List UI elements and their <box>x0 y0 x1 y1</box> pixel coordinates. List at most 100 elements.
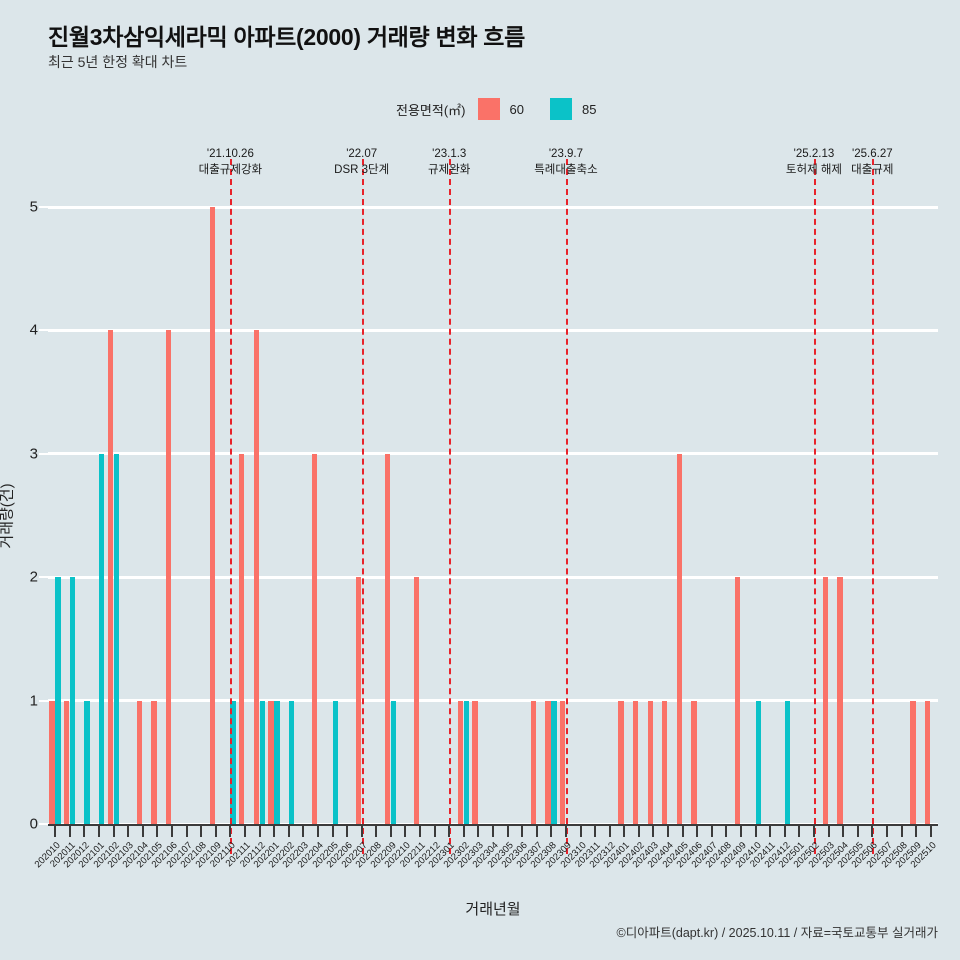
event-line <box>565 159 568 854</box>
bar <box>113 453 120 824</box>
event-label: '25.2.13 토허제 해제 <box>786 147 842 178</box>
legend-label-85: 85 <box>581 101 597 117</box>
gridline <box>48 328 938 332</box>
y-axis-title: 거래량(건) <box>0 482 16 549</box>
x-tick-mark <box>316 826 319 837</box>
x-tick-mark <box>769 826 772 837</box>
bar <box>457 700 464 824</box>
x-axis-line <box>48 824 938 826</box>
y-tick-mark <box>39 576 48 579</box>
x-tick-mark <box>550 826 553 837</box>
bar <box>49 700 55 824</box>
gridline <box>48 205 938 209</box>
bar <box>910 700 916 824</box>
event-date: '23.9.7 <box>548 148 584 160</box>
event-date: '25.2.13 <box>793 148 835 160</box>
bar <box>166 330 172 824</box>
bar <box>311 453 318 824</box>
x-tick-mark <box>915 826 918 837</box>
bar <box>924 700 931 824</box>
y-tick-label: 0 <box>29 815 38 833</box>
bar <box>691 700 697 824</box>
bar <box>63 700 70 824</box>
event-note: 특례대출축소 <box>534 163 598 176</box>
gridline <box>48 575 938 579</box>
x-tick-mark <box>185 826 188 837</box>
x-tick-mark <box>798 826 801 837</box>
event-label: '23.9.7 특례대출축소 <box>534 147 597 178</box>
bar <box>472 700 478 824</box>
x-tick-mark <box>200 826 203 837</box>
x-tick-mark <box>68 826 71 837</box>
event-line <box>230 159 233 854</box>
x-tick-mark <box>667 826 670 837</box>
event-note: DSR 3단계 <box>334 163 390 176</box>
event-date: '21.10.26 <box>206 148 254 160</box>
bar <box>676 453 683 824</box>
bar <box>136 700 143 824</box>
bar <box>238 453 245 824</box>
page-title: 진월3차삼익세라믹 아파트(2000) 거래량 변화 흐름 <box>48 24 526 50</box>
bar <box>107 330 114 824</box>
bar <box>530 700 537 824</box>
x-tick-mark <box>594 826 597 837</box>
y-tick-mark <box>39 823 48 825</box>
bar <box>55 577 61 824</box>
gridline <box>48 452 938 456</box>
bar <box>274 700 280 824</box>
x-tick-mark <box>287 826 290 837</box>
y-tick-label: 3 <box>29 445 38 463</box>
x-tick-mark <box>83 826 86 837</box>
x-tick-mark <box>900 826 903 837</box>
bar <box>268 700 274 824</box>
event-label: '23.1.3 규제완화 <box>428 147 470 178</box>
bar <box>151 700 157 824</box>
x-tick-mark <box>856 826 859 837</box>
bar <box>837 577 843 824</box>
x-tick-mark <box>54 826 57 837</box>
x-tick-mark <box>375 826 378 837</box>
bar <box>647 700 653 824</box>
event-date: '22.07 <box>346 148 378 160</box>
event-note: 대출규제강화 <box>198 163 263 176</box>
x-tick-mark <box>404 826 407 837</box>
x-tick-mark <box>433 826 436 837</box>
y-tick-label: 1 <box>29 692 38 710</box>
x-tick-mark <box>564 826 567 837</box>
x-tick-mark <box>885 826 888 837</box>
x-tick-mark <box>477 826 480 837</box>
plot-area: 거래량(건) 0 1 2 3 4 5 '21.10.26 대출규제강화 '22.07 DSR 3단… <box>0 148 938 854</box>
x-tick-mark <box>127 826 130 837</box>
x-tick-mark <box>652 826 655 837</box>
x-tick-mark <box>725 826 728 837</box>
x-tick-mark <box>827 826 830 837</box>
x-tick-mark <box>579 826 582 837</box>
bar <box>230 700 236 824</box>
x-axis: 202010 202011 202012 202101 202102 202103 2021… <box>33 824 938 944</box>
event-line <box>872 159 875 854</box>
legend-label-60: 60 <box>509 101 524 117</box>
bar <box>253 330 259 824</box>
bar <box>559 700 566 824</box>
x-tick-mark <box>462 826 465 837</box>
event-note: 규제완화 <box>428 163 471 176</box>
x-tick-mark <box>346 826 349 837</box>
x-tick-mark <box>360 826 363 837</box>
event-date: '25.6.27 <box>852 148 893 160</box>
bar <box>209 207 216 824</box>
x-tick-mark <box>273 826 276 837</box>
bar <box>390 700 397 824</box>
y-tick-label: 4 <box>29 321 38 339</box>
bar <box>84 700 90 824</box>
footer-credit: ©디아파트(dapt.kr) / 2025.10.11 / 자료=국토교통부 실… <box>616 926 939 940</box>
x-tick-mark <box>681 826 684 837</box>
x-tick-mark <box>842 826 845 837</box>
page-subtitle: 최근 5년 한정 확대 차트 <box>48 54 188 70</box>
event-label: '21.10.26 대출규제강화 <box>199 147 262 178</box>
x-tick-mark <box>740 826 743 837</box>
x-tick-mark <box>754 826 757 837</box>
x-tick-mark <box>389 826 392 837</box>
x-tick-mark <box>171 826 174 837</box>
x-tick-mark <box>243 826 246 837</box>
